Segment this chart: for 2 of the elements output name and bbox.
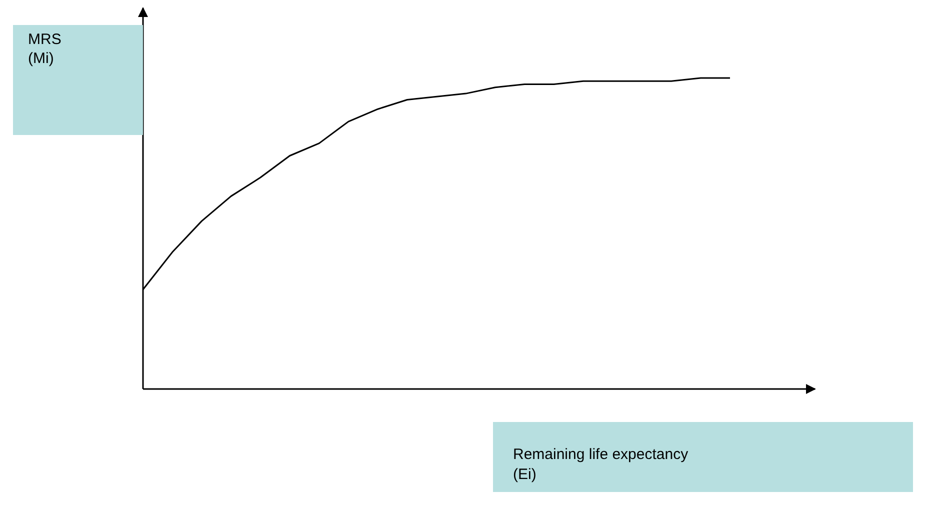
x-axis-title: Remaining life expectancy (Ei) (513, 446, 689, 483)
y-axis-title: MRS (Mi) (28, 31, 62, 67)
